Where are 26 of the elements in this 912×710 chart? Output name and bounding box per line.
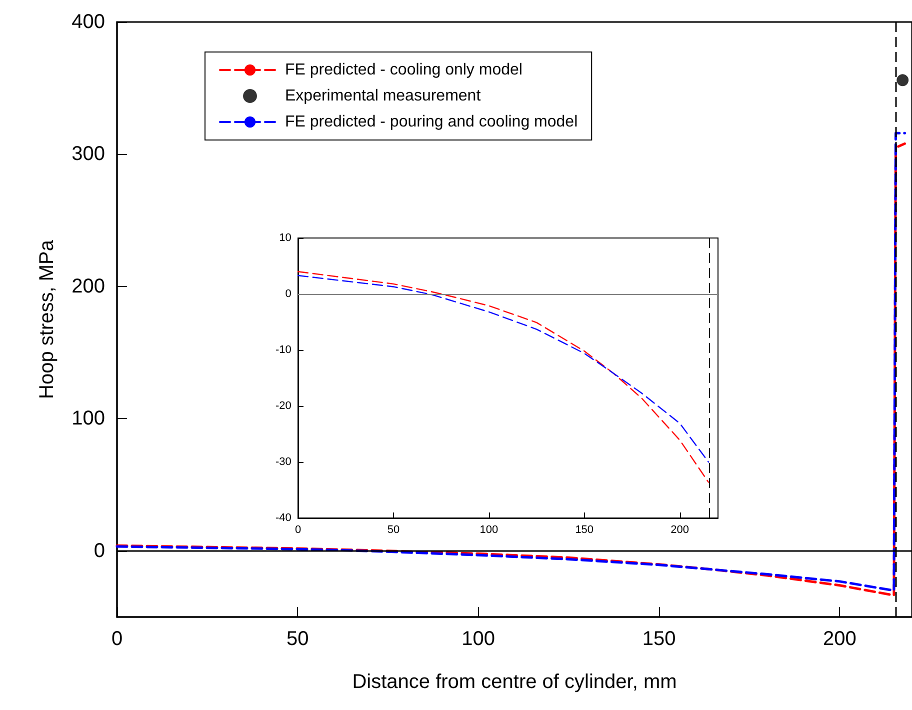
y-tick-label: 0 (285, 288, 292, 300)
y-tick-label: -30 (275, 456, 292, 468)
legend-label: FE predicted - pouring and cooling model (285, 114, 578, 130)
x-tick-label: 150 (642, 628, 676, 650)
x-tick-label: 0 (111, 628, 123, 650)
y-tick-label: 400 (72, 11, 105, 33)
y-axis-title: Hoop stress, MPa (36, 239, 58, 399)
y-tick-label: 200 (72, 275, 105, 298)
x-tick-label: 0 (294, 524, 302, 536)
x-tick-label: 200 (670, 524, 689, 536)
legend-label: Experimental measurement (285, 88, 482, 104)
x-axis-title: Distance from centre of cylinder, mm (352, 671, 677, 693)
x-tick-label: 50 (286, 628, 309, 650)
legend-label: FE predicted - cooling only model (285, 62, 522, 78)
x-tick-label: 50 (387, 524, 400, 536)
y-tick-label: 10 (279, 232, 292, 244)
x-tick-label: 100 (480, 524, 498, 536)
y-tick-label: -10 (275, 344, 292, 356)
y-tick-label: -20 (275, 400, 292, 412)
y-tick-label: -40 (275, 512, 292, 524)
y-tick-label: 300 (72, 143, 105, 166)
y-tick-label: 100 (72, 408, 105, 430)
x-tick-label: 100 (462, 628, 496, 650)
x-tick-label: 200 (823, 628, 856, 650)
y-tick-label: 0 (94, 540, 105, 562)
x-tick-label: 150 (575, 524, 594, 536)
